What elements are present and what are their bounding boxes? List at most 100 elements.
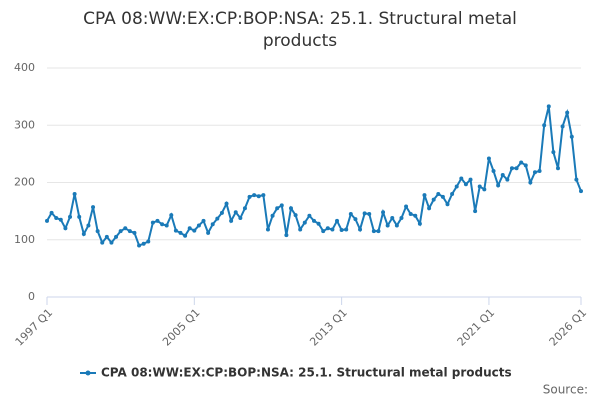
data-point <box>560 124 565 129</box>
data-point <box>118 229 123 234</box>
data-point <box>270 213 275 218</box>
data-point <box>399 215 404 220</box>
source: Source: <box>543 383 588 397</box>
data-point <box>261 193 266 198</box>
data-point <box>454 184 459 189</box>
data-point <box>114 234 119 239</box>
data-point <box>500 173 505 178</box>
data-point <box>532 170 537 175</box>
data-point <box>417 221 422 226</box>
data-point <box>298 227 303 232</box>
data-point <box>385 223 390 228</box>
data-point <box>206 230 211 235</box>
data-point <box>173 228 178 233</box>
data-point <box>551 150 556 155</box>
data-point <box>146 239 151 244</box>
x-tick-label: 2026 Q1 <box>547 306 590 349</box>
x-tick-label: 2013 Q1 <box>307 306 350 349</box>
legend-marker <box>85 370 91 376</box>
data-point <box>321 229 326 234</box>
data-point <box>473 209 478 214</box>
data-point <box>201 218 206 223</box>
data-point <box>427 206 432 211</box>
data-point <box>49 210 54 215</box>
data-point <box>132 230 137 235</box>
data-point <box>233 210 238 215</box>
data-point <box>288 206 293 211</box>
data-point <box>463 182 468 187</box>
data-point <box>459 176 464 181</box>
data-point <box>63 226 68 231</box>
data-point <box>486 156 491 161</box>
data-point <box>302 220 307 225</box>
data-point <box>523 163 528 168</box>
data-point <box>141 241 146 246</box>
data-point <box>404 204 409 209</box>
data-point <box>256 194 261 199</box>
data-point <box>569 134 574 139</box>
x-tick-label: 1997 Q1 <box>13 306 56 349</box>
y-tick-label: 0 <box>28 290 35 303</box>
data-point <box>127 229 132 234</box>
data-point <box>150 220 155 225</box>
data-point <box>196 223 201 228</box>
y-tick-label: 300 <box>14 118 35 131</box>
data-point <box>482 187 487 192</box>
data-point <box>247 194 252 199</box>
data-point <box>450 191 455 196</box>
data-point <box>422 193 427 198</box>
data-point <box>344 227 349 232</box>
data-point <box>284 233 289 238</box>
data-point <box>348 211 353 216</box>
data-point <box>279 203 284 208</box>
data-point <box>468 177 473 182</box>
data-point <box>390 215 395 220</box>
data-point <box>210 222 215 227</box>
data-point <box>431 197 436 202</box>
data-point <box>169 213 174 218</box>
data-point <box>137 243 142 248</box>
data-point <box>100 240 105 245</box>
data-point <box>77 214 82 219</box>
data-point <box>546 104 551 109</box>
data-point <box>68 214 73 219</box>
data-point <box>123 226 128 231</box>
data-point <box>58 217 63 222</box>
data-point <box>565 110 570 115</box>
data-point <box>394 223 399 228</box>
data-point <box>45 218 49 223</box>
data-point <box>436 191 441 196</box>
data-point <box>381 210 386 215</box>
data-point <box>491 169 496 174</box>
data-point <box>528 180 533 185</box>
data-point <box>95 229 100 234</box>
data-point <box>537 169 542 174</box>
data-point <box>91 205 96 210</box>
data-point <box>413 213 418 218</box>
data-point <box>307 213 312 218</box>
data-point <box>252 193 257 198</box>
data-point <box>330 227 335 232</box>
x-tick-label: 2005 Q1 <box>160 306 203 349</box>
data-point <box>477 184 482 189</box>
data-point <box>579 189 583 194</box>
data-point <box>155 218 160 223</box>
data-point <box>376 229 381 234</box>
data-point <box>104 234 109 239</box>
data-point <box>555 166 560 171</box>
data-point <box>335 218 340 223</box>
data-point <box>265 227 270 232</box>
data-point <box>509 166 514 171</box>
data-point <box>445 202 450 207</box>
data-point <box>574 177 579 182</box>
legend-label: CPA 08:WW:EX:CP:BOP:NSA: 25.1. Structura… <box>101 366 512 380</box>
data-point <box>183 233 188 238</box>
y-tick-label: 100 <box>14 233 35 246</box>
data-point <box>86 223 91 228</box>
data-point <box>187 226 192 231</box>
data-point <box>371 229 376 234</box>
data-point <box>293 213 298 218</box>
data-point <box>496 183 501 188</box>
data-point <box>440 194 445 199</box>
